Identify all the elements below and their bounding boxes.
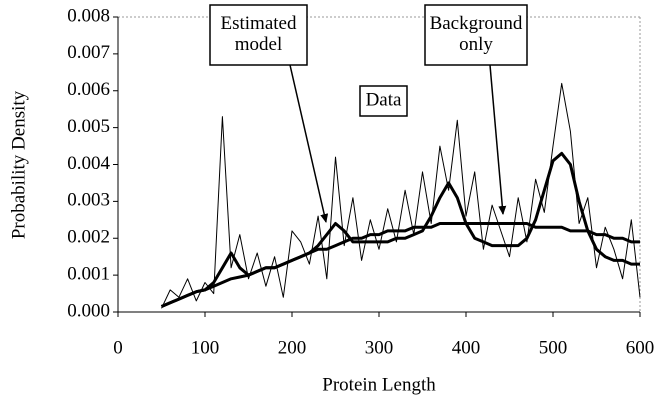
annotation-box [424,4,528,66]
y-tick-label: 0.003 [67,190,110,211]
series-line [161,82,641,309]
y-axis-label: Probability Density [8,90,29,239]
annotation-text: Estimated [221,13,297,34]
y-tick-label: 0.001 [67,263,110,284]
x-tick-label: 200 [278,337,307,358]
series-line [160,222,640,308]
y-tick-label: 0.004 [67,153,110,174]
annotation-text: model [235,34,283,55]
y-tick-label: 0.007 [67,42,110,63]
x-tick-label: 400 [452,337,481,358]
annotation-text: only [459,34,493,55]
y-tick-label: 0.006 [67,79,110,100]
x-tick-label: 600 [626,337,655,358]
annotation-arrow [489,64,507,215]
y-tick-label: 0.008 [67,5,110,26]
y-tick-label: 0.000 [67,300,110,321]
annotation-arrow [289,64,329,223]
x-tick-label: 0 [113,337,123,358]
annotation-text: Data [366,89,402,110]
y-tick-label: 0.002 [67,227,110,248]
x-tick-label: 500 [539,337,568,358]
series-line [160,151,640,308]
x-tick-label: 300 [365,337,394,358]
annotation-box [209,4,308,66]
y-tick-label: 0.005 [67,116,110,137]
annotation-box [359,85,408,117]
x-axis-label: Protein Length [322,374,436,395]
annotation-text: Background [430,13,523,34]
x-tick-label: 100 [191,337,220,358]
